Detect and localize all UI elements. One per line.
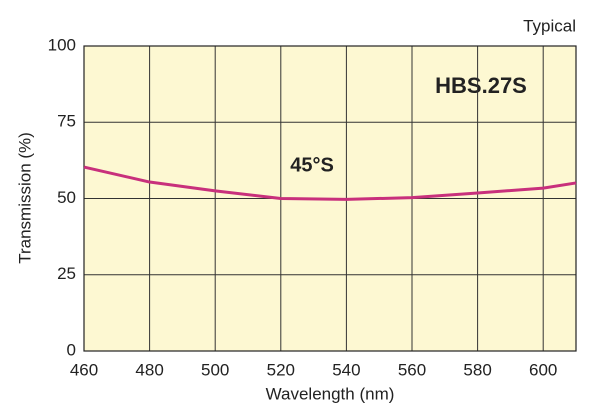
- series-label: 45°S: [290, 154, 334, 176]
- y-tick-label: 25: [57, 264, 76, 283]
- y-tick-label: 0: [67, 340, 76, 359]
- y-axis-label: Transmission (%): [15, 132, 34, 264]
- y-tick-label: 50: [57, 188, 76, 207]
- x-tick-label: 600: [529, 360, 557, 379]
- plot-border: [83, 45, 577, 352]
- x-axis-label: Wavelength (nm): [266, 384, 395, 403]
- x-tick-label: 460: [70, 360, 98, 379]
- chart-title: HBS.27S: [435, 73, 527, 98]
- x-tick-label: 560: [398, 360, 426, 379]
- y-tick-label: 100: [48, 35, 76, 54]
- note: Typical: [523, 16, 576, 35]
- line: [83, 165, 577, 201]
- x-tick-label: 540: [332, 360, 360, 379]
- y-tick-label: 75: [57, 112, 76, 131]
- x-tick-label: 500: [201, 360, 229, 379]
- x-tick-label: 580: [463, 360, 491, 379]
- x-tick-label: 520: [267, 360, 295, 379]
- x-tick-label: 480: [135, 360, 163, 379]
